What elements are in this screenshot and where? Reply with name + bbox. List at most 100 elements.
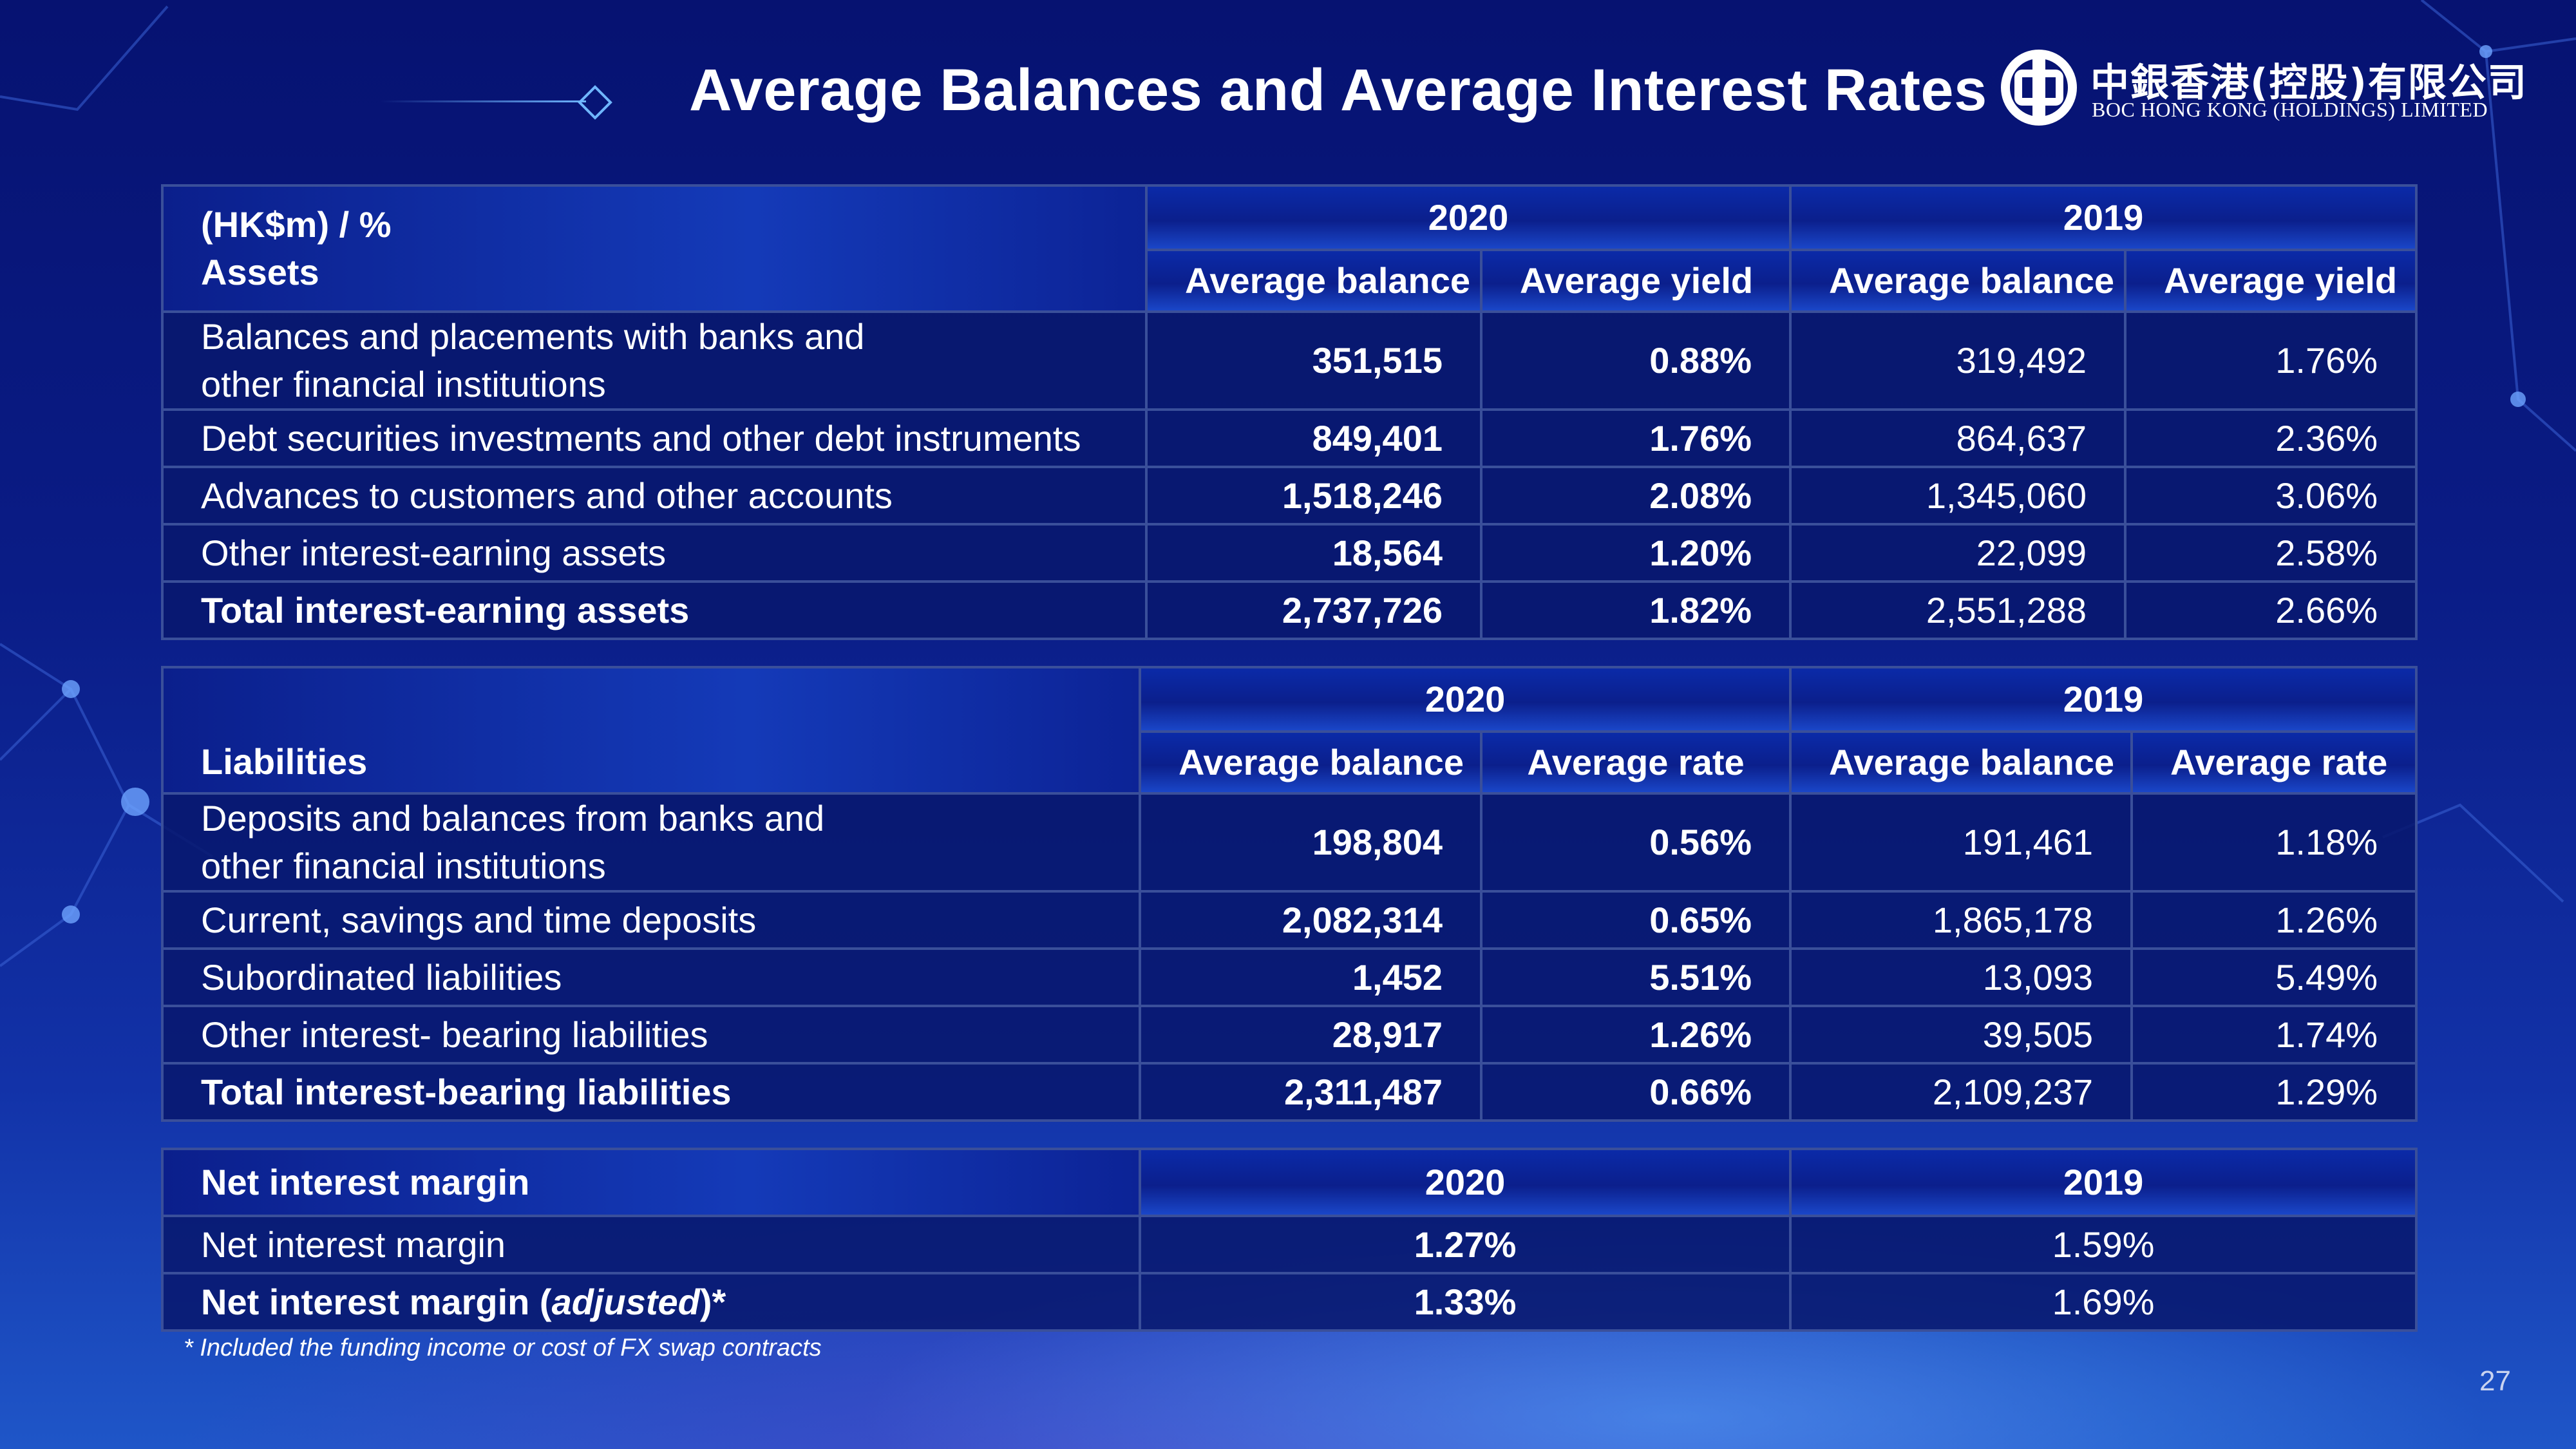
table-row: Other interest- bearing liabilities 28,9… bbox=[161, 1005, 2418, 1065]
cell-value: 2.66% bbox=[2124, 580, 2418, 640]
row-label: Other interest- bearing liabilities bbox=[161, 1005, 1141, 1065]
liabilities-table: Liabilities 2020 2019 Average balance Av… bbox=[161, 666, 2418, 1122]
cell-value: 2,737,726 bbox=[1145, 580, 1482, 640]
liabilities-year-2020: 2020 bbox=[1138, 666, 1792, 733]
liabilities-year-header-row: Liabilities 2020 2019 bbox=[161, 666, 2418, 795]
liabilities-column-header-row: Average balance Average rate Average bal… bbox=[162, 730, 2418, 795]
cell-value: 2.08% bbox=[1479, 466, 1792, 526]
table-row: Deposits and balances from banks and oth… bbox=[161, 792, 2418, 893]
row-label: Total interest-earning assets bbox=[161, 580, 1148, 640]
nim-section-label: Net interest margin bbox=[161, 1148, 1141, 1217]
row-label: Current, savings and time deposits bbox=[161, 890, 1141, 950]
cell-value: 39,505 bbox=[1789, 1005, 2134, 1065]
logo-chinese-name: 中銀香港(控股)有限公司 bbox=[2090, 61, 2528, 106]
unit-label: (HK$m) / % bbox=[201, 204, 392, 245]
column-header: Average balance bbox=[1789, 730, 2134, 795]
cell-value: 5.49% bbox=[2130, 947, 2418, 1007]
page-number: 27 bbox=[2479, 1365, 2511, 1397]
column-header: Average rate bbox=[1479, 730, 1792, 795]
row-label-line: other financial institutions bbox=[201, 846, 606, 886]
cell-value: 351,515 bbox=[1145, 310, 1482, 411]
cell-value: 28,917 bbox=[1139, 1005, 1482, 1065]
row-label: Net interest margin bbox=[161, 1215, 1141, 1274]
cell-value: 1.20% bbox=[1479, 523, 1792, 583]
cell-value: 1,865,178 bbox=[1789, 890, 2134, 950]
row-label: Other interest-earning assets bbox=[161, 523, 1148, 583]
cell-value: 2.58% bbox=[2124, 523, 2418, 583]
assets-year-2019: 2019 bbox=[1789, 184, 2418, 251]
cell-value: 1,452 bbox=[1139, 947, 1482, 1007]
cell-value: 1,518,246 bbox=[1145, 466, 1482, 526]
cell-value: 1.18% bbox=[2130, 792, 2418, 893]
cell-value: 319,492 bbox=[1789, 310, 2127, 411]
column-header: Average yield bbox=[1479, 249, 1792, 313]
cell-value: 0.66% bbox=[1479, 1062, 1792, 1122]
cell-value: 1.82% bbox=[1479, 580, 1792, 640]
cell-value: 1.29% bbox=[2130, 1062, 2418, 1122]
row-label: Deposits and balances from banks and oth… bbox=[161, 792, 1141, 893]
cell-value: 1.33% bbox=[1139, 1272, 1792, 1332]
cell-value: 1.76% bbox=[1479, 408, 1792, 468]
title-accent-line bbox=[380, 100, 586, 102]
page-title: Average Balances and Average Interest Ra… bbox=[689, 57, 1987, 123]
row-label-text: Net interest margin ( bbox=[201, 1281, 552, 1322]
cell-value: 1.74% bbox=[2130, 1005, 2418, 1065]
table-row: Other interest-earning assets 18,564 1.2… bbox=[161, 523, 2418, 583]
cell-value: 2,551,288 bbox=[1789, 580, 2127, 640]
row-label-line: Balances and placements with banks and bbox=[201, 316, 865, 357]
net-interest-margin-table: Net interest margin 2020 2019 Net intere… bbox=[161, 1148, 2418, 1332]
cell-value: 5.51% bbox=[1479, 947, 1792, 1007]
nim-year-2019: 2019 bbox=[1789, 1148, 2418, 1217]
cell-value: 1.76% bbox=[2124, 310, 2418, 411]
cell-value: 0.65% bbox=[1479, 890, 1792, 950]
column-header: Average balance bbox=[1139, 730, 1482, 795]
cell-value: 2,311,487 bbox=[1139, 1062, 1482, 1122]
assets-table: (HK$m) / % Assets 2020 2019 Average bala… bbox=[161, 184, 2418, 640]
boc-logo-icon bbox=[2001, 50, 2077, 126]
row-label-line: Deposits and balances from banks and bbox=[201, 798, 825, 838]
cell-value: 864,637 bbox=[1789, 408, 2127, 468]
column-header: Average balance bbox=[1789, 249, 2127, 313]
table-row: Net interest margin (adjusted)* 1.33% 1.… bbox=[161, 1272, 2418, 1332]
row-label-line: other financial institutions bbox=[201, 364, 606, 404]
cell-value: 2,109,237 bbox=[1789, 1062, 2134, 1122]
assets-header-label: (HK$m) / % Assets bbox=[161, 184, 1148, 313]
cell-value: 198,804 bbox=[1139, 792, 1482, 893]
cell-value: 1.59% bbox=[1789, 1215, 2418, 1274]
cell-value: 1,345,060 bbox=[1789, 466, 2127, 526]
row-label: Balances and placements with banks and o… bbox=[161, 310, 1148, 411]
row-label: Total interest-bearing liabilities bbox=[161, 1062, 1141, 1122]
total-row: Total interest-earning assets 2,737,726 … bbox=[161, 580, 2418, 640]
table-row: Advances to customers and other accounts… bbox=[161, 466, 2418, 526]
cell-value: 0.88% bbox=[1479, 310, 1792, 411]
cell-value: 1.26% bbox=[1479, 1005, 1792, 1065]
column-header: Average yield bbox=[2124, 249, 2418, 313]
total-row: Total interest-bearing liabilities 2,311… bbox=[161, 1062, 2418, 1122]
table-row: Net interest margin 1.27% 1.59% bbox=[161, 1215, 2418, 1274]
logo-english-name: BOC HONG KONG (HOLDINGS) LIMITED bbox=[2092, 98, 2488, 121]
row-label-italic: adjusted bbox=[551, 1281, 700, 1322]
column-header: Average balance bbox=[1145, 249, 1482, 313]
table-row: Balances and placements with banks and o… bbox=[161, 310, 2418, 411]
cell-value: 2.36% bbox=[2124, 408, 2418, 468]
cell-value: 3.06% bbox=[2124, 466, 2418, 526]
cell-value: 2,082,314 bbox=[1139, 890, 1482, 950]
nim-header-row: Net interest margin 2020 2019 bbox=[161, 1148, 2418, 1217]
row-label-text: )* bbox=[699, 1281, 726, 1322]
table-row: Debt securities investments and other de… bbox=[161, 408, 2418, 468]
cell-value: 18,564 bbox=[1145, 523, 1482, 583]
row-label: Debt securities investments and other de… bbox=[161, 408, 1148, 468]
liabilities-section-label: Liabilities bbox=[161, 666, 1141, 795]
company-logo: 中銀香港(控股)有限公司 BOC HONG KONG (HOLDINGS) LI… bbox=[1999, 48, 2526, 131]
row-label: Subordinated liabilities bbox=[161, 947, 1141, 1007]
table-row: Current, savings and time deposits 2,082… bbox=[161, 890, 2418, 950]
liabilities-year-2019: 2019 bbox=[1789, 666, 2418, 733]
cell-value: 1.26% bbox=[2130, 890, 2418, 950]
cell-value: 1.27% bbox=[1139, 1215, 1792, 1274]
row-label: Net interest margin (adjusted)* bbox=[161, 1272, 1141, 1332]
column-header: Average rate bbox=[2130, 730, 2418, 795]
table-row: Subordinated liabilities 1,452 5.51% 13,… bbox=[161, 947, 2418, 1007]
cell-value: 191,461 bbox=[1789, 792, 2134, 893]
assets-year-header-row: (HK$m) / % Assets 2020 2019 bbox=[161, 184, 2418, 313]
